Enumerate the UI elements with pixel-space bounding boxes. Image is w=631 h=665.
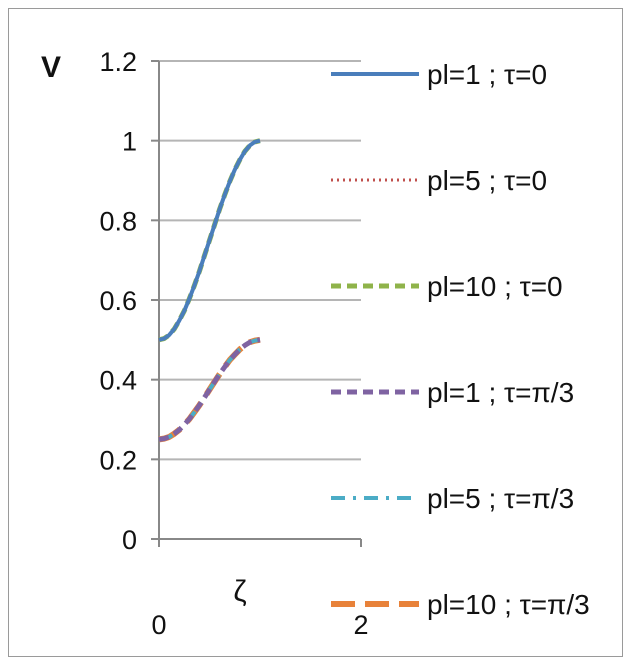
gridlines — [151, 60, 362, 547]
legend-label: pl=1 ; τ=π/3 — [427, 377, 574, 408]
y-tick-label: 0.4 — [99, 366, 137, 396]
legend-label: pl=5 ; τ=0 — [427, 165, 547, 196]
y-tick-label: 0.2 — [99, 445, 137, 475]
y-tick-labels: 0 0.2 0.4 0.6 0.8 1 1.2 — [99, 47, 137, 555]
series-line — [158, 138, 261, 342]
x-axis-label: ζ — [233, 575, 246, 608]
axes — [158, 61, 361, 540]
legend: pl=1 ; τ=0 pl=5 ; τ=0 pl=10 ; τ=0 pl=1 ; τ=… — [331, 59, 590, 620]
y-axis-label: V — [41, 51, 61, 84]
x-tick-label: 2 — [353, 610, 368, 640]
legend-label: pl=10 ; τ=0 — [427, 271, 563, 302]
legend-label: pl=10 ; τ=π/3 — [427, 589, 590, 620]
y-tick-label: 0.8 — [99, 206, 137, 236]
legend-label: pl=5 ; τ=π/3 — [427, 483, 574, 514]
legend-label: pl=1 ; τ=0 — [427, 59, 547, 90]
y-tick-label: 0 — [122, 525, 137, 555]
y-tick-label: 1 — [122, 127, 137, 157]
y-tick-label: 1.2 — [99, 47, 137, 77]
series-line — [158, 337, 261, 442]
x-tick-label: 0 — [151, 610, 166, 640]
series-lines — [158, 138, 261, 443]
y-tick-label: 0.6 — [99, 286, 137, 316]
